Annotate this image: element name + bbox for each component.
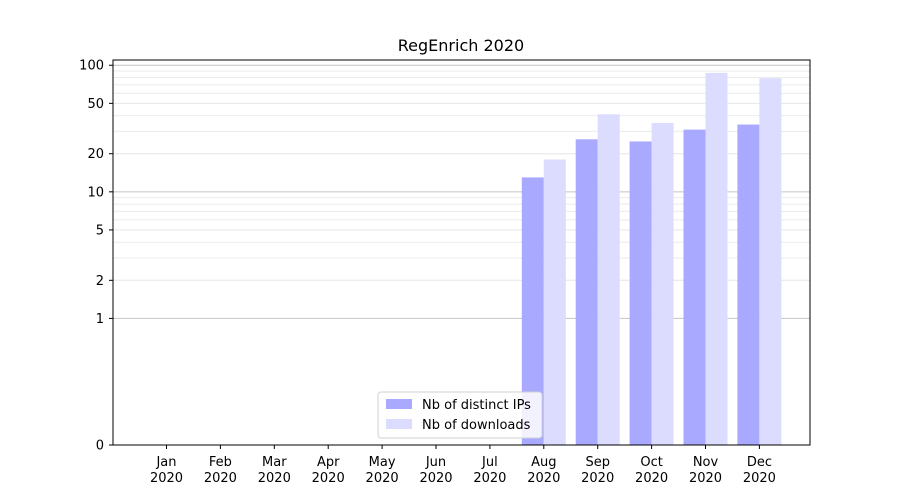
- y-tick-label: 20: [87, 147, 104, 162]
- x-tick-label: Nov 2020: [689, 455, 722, 486]
- legend-swatch: [386, 419, 412, 429]
- bar-downloads: [759, 78, 782, 445]
- y-tick-label: 5: [96, 223, 104, 238]
- legend-label: Nb of downloads: [422, 418, 531, 433]
- bar-distinct-ips: [575, 139, 598, 445]
- x-tick-label: Jun 2020: [419, 455, 452, 486]
- x-tick-label: Jan 2020: [150, 455, 183, 486]
- x-tick-label: Feb 2020: [204, 455, 237, 486]
- plot-frame: [112, 59, 811, 446]
- x-tick-label: May 2020: [366, 455, 399, 486]
- bar-downloads: [705, 72, 728, 446]
- bar-downloads: [543, 159, 566, 445]
- bar-distinct-ips: [737, 124, 760, 445]
- bar-distinct-ips: [521, 177, 544, 446]
- y-tick-label: 2: [96, 274, 104, 289]
- x-tick-label: Dec 2020: [743, 455, 776, 486]
- legend-swatch: [386, 399, 412, 409]
- legend: Nb of distinct IPs Nb of downloads: [377, 391, 543, 439]
- x-tick-label: Jul 2020: [473, 455, 506, 486]
- chart-title: RegEnrich 2020: [398, 36, 524, 55]
- x-tick-label: Apr 2020: [312, 455, 345, 486]
- x-tick-label: Oct 2020: [635, 455, 668, 486]
- bar-distinct-ips: [629, 141, 652, 445]
- x-tick-label: Sep 2020: [581, 455, 614, 486]
- x-axis: Jan 2020 Feb 2020 Mar 2020 Apr 2020 May 2020 Jun 20…: [150, 445, 776, 486]
- y-tick-label: 10: [87, 185, 104, 200]
- bar-downloads: [651, 122, 674, 445]
- y-tick-label: 1: [96, 312, 104, 327]
- y-tick-label: 100: [79, 59, 104, 74]
- y-tick-label: 0: [96, 439, 104, 454]
- y-axis: 0 1 2 5 10 20 50 100: [79, 59, 113, 454]
- legend-label: Nb of distinct IPs: [422, 398, 531, 413]
- bar-downloads: [597, 114, 620, 445]
- x-tick-label: Aug 2020: [527, 455, 560, 486]
- bar-layer: [521, 72, 782, 446]
- bar-distinct-ips: [683, 129, 706, 445]
- legend-box: [377, 391, 543, 439]
- x-tick-label: Mar 2020: [258, 455, 291, 486]
- y-tick-label: 50: [87, 97, 104, 112]
